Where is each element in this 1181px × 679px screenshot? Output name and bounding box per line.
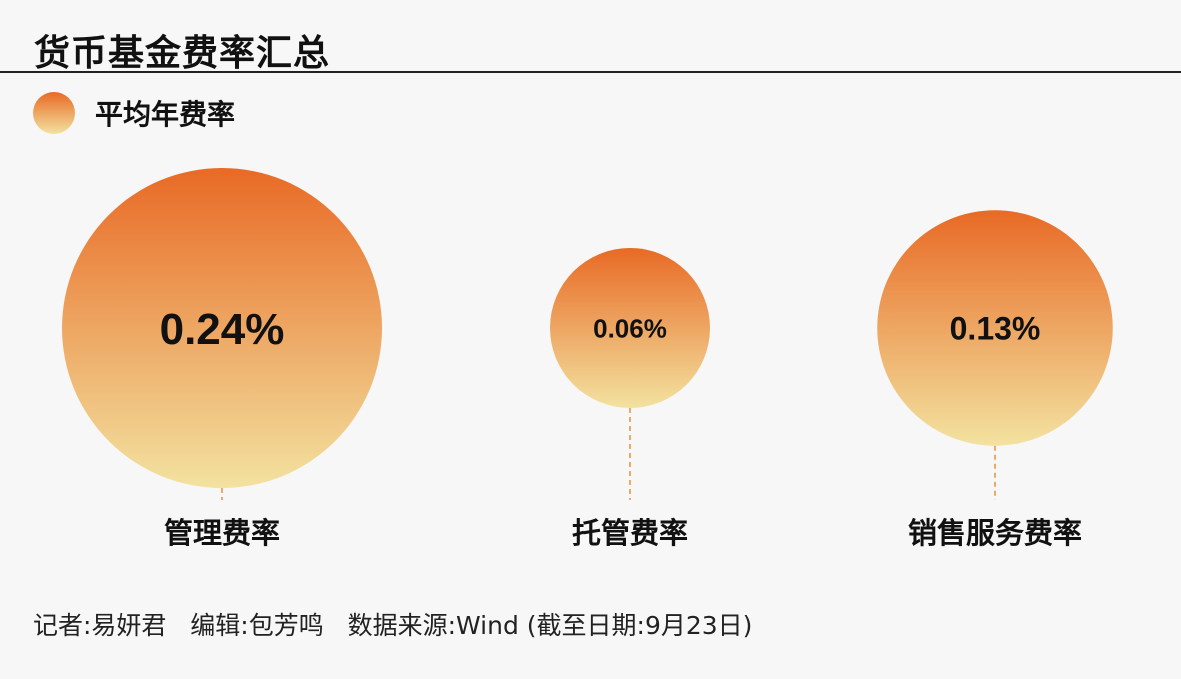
data-label: 0.06% <box>593 313 667 343</box>
bubble <box>550 248 710 408</box>
category-label: 管理费率 <box>164 516 280 550</box>
category-label: 托管费率 <box>572 516 688 550</box>
bubble <box>62 168 382 488</box>
legend-swatch <box>33 92 75 134</box>
data-source: 数据来源:Wind (截至日期:9月23日) <box>347 611 753 640</box>
data-label: 0.13% <box>950 311 1041 347</box>
footer-credits: 记者:易妍君 编辑:包芳鸣 数据来源:Wind (截至日期:9月23日) <box>33 606 752 642</box>
bubble <box>877 210 1113 446</box>
legend: 平均年费率 <box>33 92 235 134</box>
page-title: 货币基金费率汇总 <box>34 33 331 74</box>
reporter: 记者:易妍君 <box>33 611 167 640</box>
legend-label: 平均年费率 <box>95 98 236 131</box>
editor: 编辑:包芳鸣 <box>190 611 324 640</box>
category-label: 销售服务费率 <box>908 516 1082 550</box>
title-divider <box>0 71 1181 73</box>
data-label: 0.24% <box>160 305 285 354</box>
